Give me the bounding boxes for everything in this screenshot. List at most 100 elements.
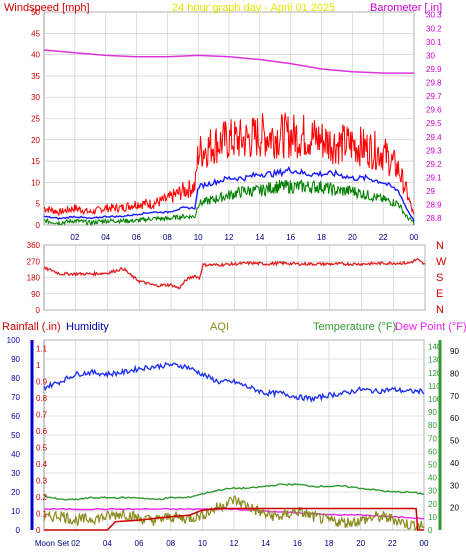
x-tick-label: 04: [101, 233, 110, 242]
direction-tick-label: 180: [27, 274, 41, 283]
rain-tick-label: 0.9: [36, 377, 48, 386]
x-tick-label: 10: [194, 233, 203, 242]
barometer-tick-label: 30.2: [426, 24, 442, 33]
rain-tick-label: 0.5: [36, 443, 48, 452]
humidity-tick-label: 70: [11, 393, 20, 402]
wind-tick-label: 5: [36, 200, 41, 209]
humidity-tick-label: 100: [7, 336, 21, 345]
barometer-tick-label: 30.1: [426, 38, 442, 47]
barometer-tick-label: 29.1: [426, 174, 442, 183]
rainfall-line: [44, 507, 424, 531]
humidity-tick-label: 20: [11, 488, 20, 497]
humidity-label: Humidity: [66, 321, 109, 333]
wind-panel-grid: [43, 11, 415, 226]
direction-tick-label: 90: [31, 290, 40, 299]
barometer-tick-label: 30: [426, 51, 435, 60]
rain-tick-label: 0.2: [36, 493, 48, 502]
wind-tick-label: 20: [31, 136, 40, 145]
rain-tick-label: 0.3: [36, 476, 48, 485]
aqi-line: [43, 495, 425, 531]
x-tick-label: 00: [410, 233, 419, 242]
dewpoint-tick-label: 20: [450, 504, 459, 513]
x-tick-label: 08: [166, 539, 175, 548]
dewpoint-tick-label: 30: [450, 481, 459, 490]
humidity-tick-label: 40: [11, 450, 20, 459]
temperature-tick-label: 40: [428, 474, 437, 483]
humidity-tick-label: 50: [11, 431, 20, 440]
rain-tick-label: 0: [36, 526, 41, 535]
wind-tick-label: 35: [31, 72, 40, 81]
dewpoint-label: Dew Point (°F): [395, 321, 466, 333]
rain-tick-label: 0.1: [36, 509, 48, 518]
barometer-tick-label: 29.4: [426, 133, 442, 142]
dewpoint-tick-label: 90: [450, 347, 459, 356]
x-tick-label: 22: [379, 233, 388, 242]
humidity-tick-label: 90: [11, 355, 20, 364]
x-tick-label: 20: [356, 539, 365, 548]
temperature-tick-label: 30: [428, 487, 437, 496]
x-tick-label: 14: [261, 539, 270, 548]
x-tick-label: 06: [135, 539, 144, 548]
rain-tick-label: 0.7: [36, 410, 48, 419]
barometer-tick-label: 29: [426, 187, 435, 196]
temperature-tick-label: 10: [428, 513, 437, 522]
wind-tick-label: 40: [31, 51, 40, 60]
dewpoint-tick-label: 60: [450, 414, 459, 423]
temperature-tick-label: 80: [428, 421, 437, 430]
wind-panel-series: [43, 49, 415, 226]
temperature-tick-label: 120: [428, 369, 442, 378]
compass-label: N: [436, 304, 444, 316]
direction-panel-series: [43, 258, 426, 290]
x-tick-label: 12: [230, 539, 239, 548]
temperature-tick-label: 20: [428, 500, 437, 509]
temperature-tick-label: 70: [428, 434, 437, 443]
barometer-tick-label: 29.5: [426, 119, 442, 128]
axis-ticks: 0510152025303540455028.828.92929.129.229…: [7, 8, 460, 548]
x-tick-label: 18: [317, 233, 326, 242]
direction-tick-label: 270: [27, 257, 41, 266]
barometer-tick-label: 29.2: [426, 160, 442, 169]
temperature-tick-label: 0: [428, 526, 433, 535]
temperature-tick-label: 110: [428, 382, 441, 391]
rain-tick-label: 1.1: [36, 344, 48, 353]
x-tick-label: 22: [388, 539, 397, 548]
temperature-tick-label: 140: [428, 343, 442, 352]
humidity-tick-label: 10: [11, 507, 20, 516]
barometer-tick-label: 30.3: [426, 11, 442, 20]
wind-tick-label: 50: [31, 8, 40, 17]
wind-tick-label: 0: [36, 221, 41, 230]
barometer-tick-label: 29.3: [426, 146, 442, 155]
wind-tick-label: 45: [31, 29, 40, 38]
temperature-tick-label: 60: [428, 447, 437, 456]
temperature-tick-label: 50: [428, 460, 437, 469]
humidity-tick-label: 60: [11, 412, 20, 421]
x-tick-label: 16: [293, 539, 302, 548]
barometer-tick-label: 29.7: [426, 92, 442, 101]
compass-label: N: [436, 240, 444, 252]
compass-label: W: [436, 256, 447, 268]
barometer-tick-label: 28.8: [426, 214, 442, 223]
direction-panel-grid: [43, 244, 426, 311]
x-tick-label: 02: [70, 233, 79, 242]
humidity-tick-label: 0: [16, 526, 21, 535]
rain-tick-label: 1: [36, 361, 41, 370]
wind-tick-label: 30: [31, 93, 40, 102]
barometer-tick-label: 29.9: [426, 65, 442, 74]
x-tick-label: 04: [103, 539, 112, 548]
barometer-line: [43, 49, 414, 74]
temperature-tick-label: 100: [428, 395, 442, 404]
x-tick-label: Moon Set: [35, 539, 70, 548]
barometer-label: Barometer [.in]: [370, 2, 442, 14]
wind-tick-label: 15: [31, 157, 40, 166]
rain-panel-series: [43, 361, 425, 531]
temperature-tick-label: 90: [428, 408, 437, 417]
x-tick-label: 00: [420, 539, 429, 548]
temperature-label: Temperature (°F): [313, 321, 396, 333]
windspeed-label: Windspeed [mph]: [4, 2, 90, 14]
x-tick-label: 10: [198, 539, 207, 548]
temperature-tick-label: 130: [428, 356, 442, 365]
x-tick-label: 12: [225, 233, 234, 242]
dewpoint-tick-label: 70: [450, 392, 459, 401]
compass-label: E: [436, 288, 443, 300]
